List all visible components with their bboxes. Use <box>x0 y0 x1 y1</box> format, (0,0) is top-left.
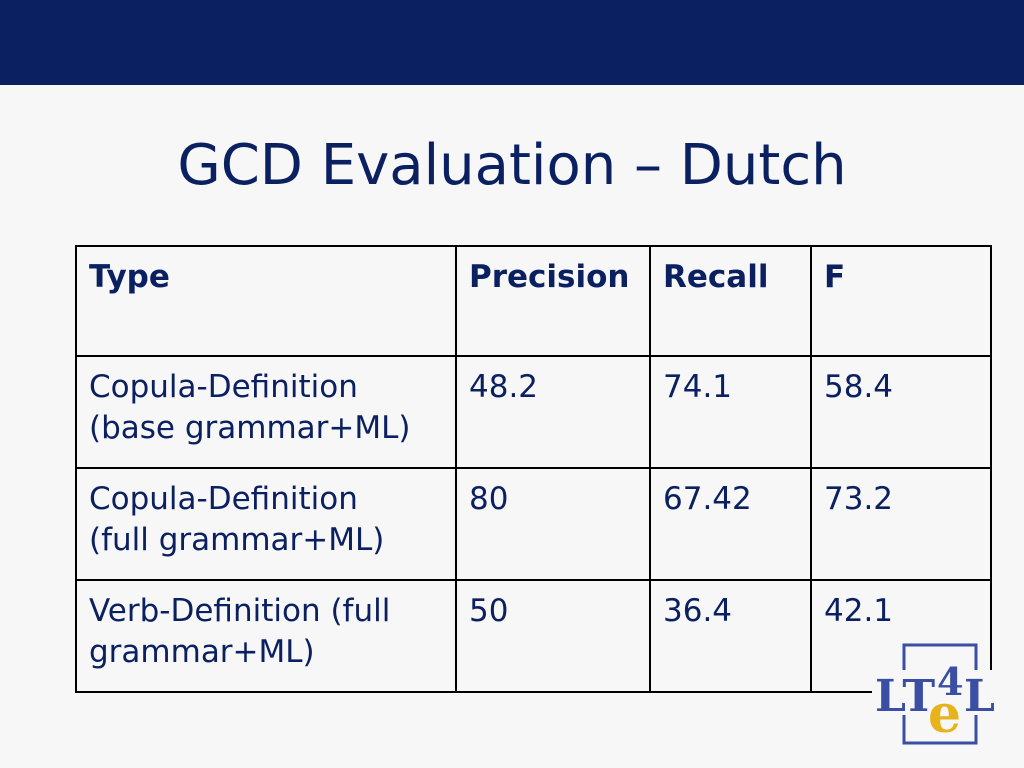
type-line-2: (base grammar+ML) <box>89 410 411 446</box>
cell-precision: 48.2 <box>455 355 651 469</box>
cell-type: Copula-Definition (base grammar+ML) <box>75 355 457 469</box>
table-header-row: Type Precision Recall F <box>75 245 992 357</box>
cell-precision: 50 <box>455 579 651 693</box>
cell-type: Verb-Definition (full grammar+ML) <box>75 579 457 693</box>
header-precision: Precision <box>455 245 651 357</box>
type-line-1: Copula-Definition <box>89 369 358 405</box>
cell-recall: 74.1 <box>649 355 812 469</box>
cell-recall: 67.42 <box>649 467 812 581</box>
cell-f: 73.2 <box>810 467 992 581</box>
logo-backdrop <box>872 670 1007 715</box>
type-line-1: Verb-Definition (full <box>89 593 391 629</box>
header-recall: Recall <box>649 245 812 357</box>
table-row: Copula-Definition (full grammar+ML) 80 67… <box>75 467 992 581</box>
slide-title: GCD Evaluation – Dutch <box>177 133 847 198</box>
logo-text-e: e <box>928 684 961 745</box>
cell-precision: 80 <box>455 467 651 581</box>
header-type: Type <box>75 245 457 357</box>
results-table: Type Precision Recall F Copula-Definitio… <box>75 245 992 693</box>
lt4el-logo: LT 4 e L <box>872 643 1007 745</box>
type-line-2: (full grammar+ML) <box>89 522 385 558</box>
cell-type: Copula-Definition (full grammar+ML) <box>75 467 457 581</box>
type-line-1: Copula-Definition <box>89 481 358 517</box>
logo-text-l: L <box>964 671 995 722</box>
logo-text-4: 4 <box>937 659 963 704</box>
cell-recall: 36.4 <box>649 579 812 693</box>
header-f: F <box>810 245 992 357</box>
cell-f: 58.4 <box>810 355 992 469</box>
type-line-2: grammar+ML) <box>89 634 315 670</box>
logo-text-lt: LT <box>875 671 935 722</box>
header-bar <box>0 0 1024 85</box>
table-row: Verb-Definition (full grammar+ML) 50 36.4… <box>75 579 992 693</box>
table-row: Copula-Definition (base grammar+ML) 48.2 … <box>75 355 992 469</box>
